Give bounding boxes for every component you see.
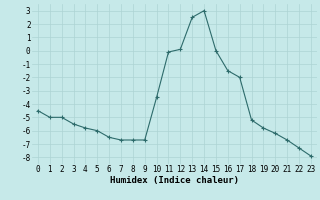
X-axis label: Humidex (Indice chaleur): Humidex (Indice chaleur) bbox=[110, 176, 239, 185]
